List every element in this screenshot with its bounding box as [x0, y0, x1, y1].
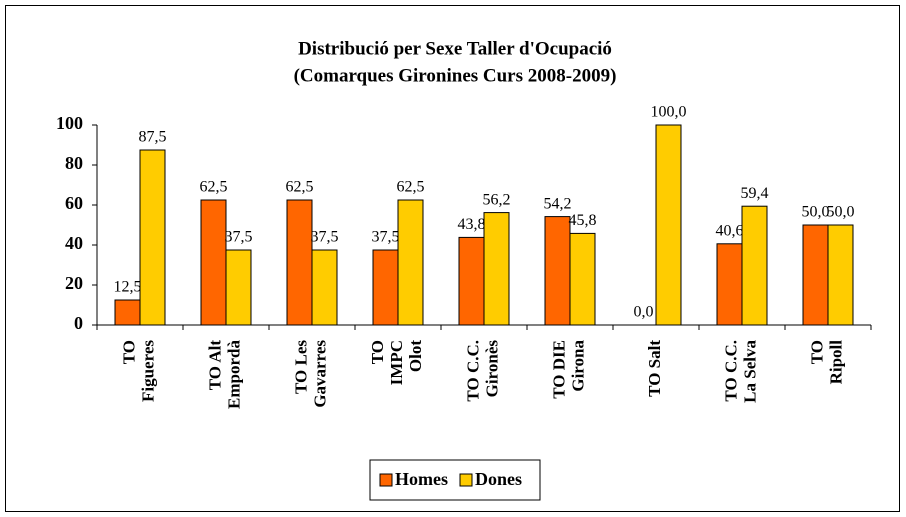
value-label: 45,8	[569, 212, 597, 229]
bar	[802, 224, 829, 326]
x-tick-label: TO DIE	[549, 340, 568, 399]
chart-subtitle: (Comarques Gironines Curs 2008-2009)	[294, 65, 617, 86]
y-tick-label: 100	[56, 113, 83, 133]
bar	[114, 299, 141, 326]
x-tick-label: Olot	[406, 340, 425, 372]
x-tick-label: TO	[807, 340, 826, 364]
y-tick-label: 40	[65, 233, 83, 253]
x-tick-label: Girona	[568, 340, 587, 392]
bar	[741, 205, 768, 326]
value-label: 37,5	[372, 229, 400, 246]
y-tick-label: 60	[65, 193, 83, 213]
value-label: 87,5	[139, 129, 167, 146]
x-tick-label: TO Les	[291, 340, 310, 394]
value-label: 12,5	[114, 279, 142, 296]
bar	[655, 124, 682, 326]
value-label: 0,0	[634, 304, 654, 321]
x-tick-label: TO C.C.	[463, 340, 482, 402]
bar	[372, 249, 399, 326]
x-tick-label: Gironès	[482, 340, 501, 398]
y-tick-label: 20	[65, 273, 83, 293]
value-label: 54,2	[544, 195, 572, 212]
value-label: 59,4	[741, 185, 769, 202]
x-tick-label: Empordà	[224, 340, 243, 409]
value-label: 40,6	[716, 222, 744, 239]
value-label: 62,5	[286, 179, 314, 196]
chart-title: Distribució per Sexe Taller d'Ocupació	[298, 38, 612, 59]
value-label: 56,2	[483, 191, 511, 208]
value-label: 37,5	[311, 229, 339, 246]
y-tick-label: 0	[74, 313, 83, 333]
bar	[286, 199, 313, 326]
value-label: 62,5	[200, 179, 228, 196]
value-label: 50,0	[802, 204, 830, 221]
x-tick-label: TO	[119, 340, 138, 364]
x-tick-label: Gavarres	[310, 340, 329, 408]
legend-box	[369, 459, 541, 501]
bar	[139, 149, 166, 326]
x-tick-label: TO	[368, 340, 387, 364]
bar	[827, 224, 854, 326]
bar	[397, 199, 424, 326]
x-tick-label: Figueres	[138, 340, 157, 402]
bar	[225, 249, 252, 326]
value-label: 43,8	[458, 216, 486, 233]
value-label: 50,0	[827, 204, 855, 221]
x-tick-label: TO Alt	[205, 340, 224, 391]
value-label: 62,5	[397, 179, 425, 196]
bar	[544, 216, 571, 326]
bar	[569, 232, 596, 326]
value-label: 100,0	[651, 104, 687, 121]
bar	[200, 199, 227, 326]
legend-label: Homes	[395, 469, 448, 489]
bar	[458, 236, 485, 326]
bar	[716, 243, 743, 326]
bar	[311, 249, 338, 326]
y-tick-label: 80	[65, 153, 83, 173]
legend-swatch	[459, 473, 473, 487]
value-label: 37,5	[225, 229, 253, 246]
x-tick-label: TO Salt	[645, 340, 664, 397]
x-tick-label: La Selva	[740, 340, 759, 403]
x-tick-label: Ripoll	[826, 340, 845, 385]
bar	[483, 212, 510, 326]
legend-label: Dones	[475, 469, 522, 489]
legend-swatch	[379, 473, 393, 487]
x-tick-label: TO C.C.	[721, 340, 740, 402]
x-tick-label: IMPC	[387, 340, 406, 385]
